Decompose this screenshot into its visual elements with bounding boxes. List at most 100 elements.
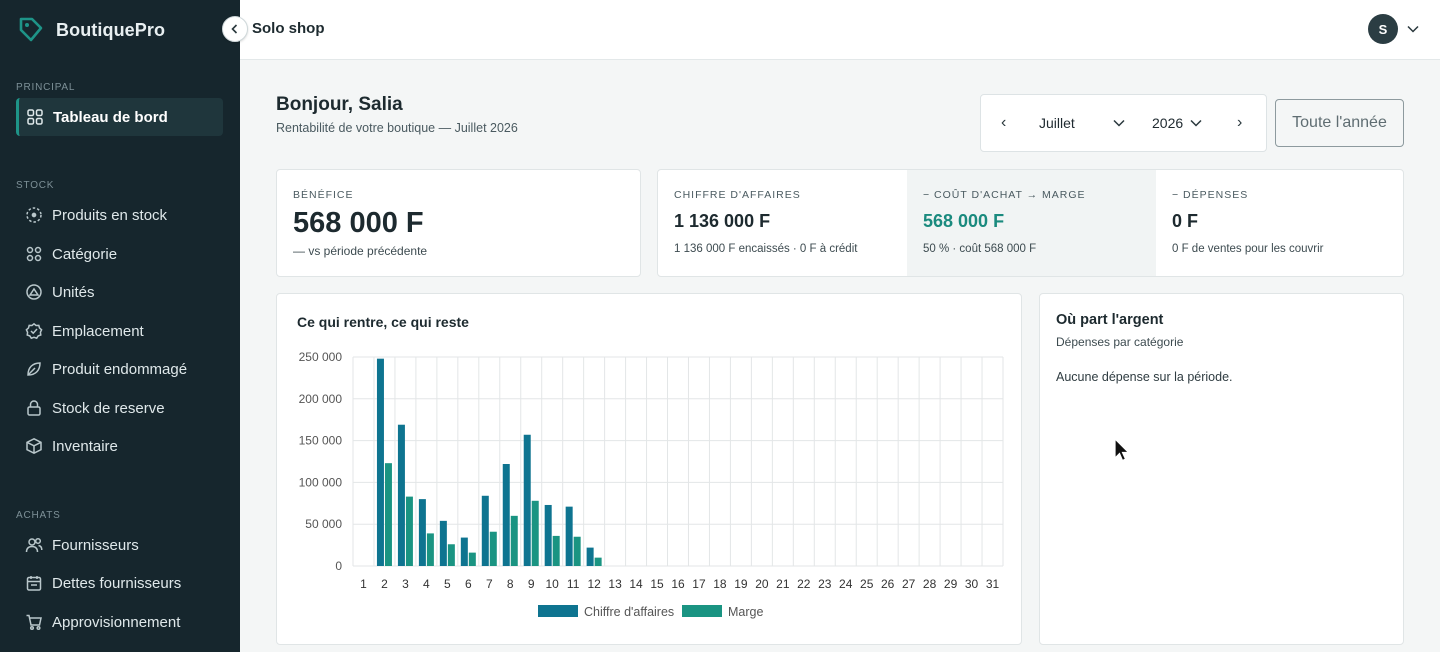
- sidebar-item-emplacement[interactable]: Emplacement: [16, 312, 223, 350]
- expenses-breakdown-title: Où part l'argent: [1056, 312, 1164, 328]
- x-tick-label: 27: [902, 577, 916, 591]
- y-tick-label: 250 000: [299, 350, 343, 364]
- brand-name: BoutiquePro: [56, 19, 166, 40]
- sidebar-item-label: Approvisionnement: [52, 613, 181, 631]
- flow-card: CHIFFRE D'AFFAIRES 1 136 000 F 1 136 000…: [657, 169, 1404, 277]
- x-tick-label: 19: [734, 577, 748, 591]
- x-tick-label: 2: [381, 577, 388, 591]
- sidebar-item-tableau-de-bord[interactable]: Tableau de bord: [16, 98, 223, 136]
- chart-title: Ce qui rentre, ce qui reste: [297, 314, 469, 330]
- section-label-principal: PRINCIPAL: [16, 82, 76, 93]
- y-tick-label: 50 000: [305, 517, 342, 531]
- margin-detail: 50 % · coût 568 000 F: [923, 243, 1037, 255]
- x-tick-label: 31: [986, 577, 1000, 591]
- chart-bar: [376, 358, 384, 566]
- expenses-segment: − DÉPENSES 0 F 0 F de ventes pour les co…: [1156, 170, 1403, 276]
- revenue-label: CHIFFRE D'AFFAIRES: [674, 189, 801, 201]
- chevron-left-icon: [231, 24, 238, 34]
- section-label-stock: STOCK: [16, 180, 55, 191]
- x-tick-label: 30: [965, 577, 979, 591]
- x-tick-label: 7: [486, 577, 493, 591]
- chart-bar: [510, 515, 518, 566]
- full-year-button[interactable]: Toute l'année: [1275, 99, 1404, 147]
- month-select[interactable]: Juillet: [1039, 115, 1075, 131]
- x-tick-label: 3: [402, 577, 409, 591]
- x-tick-label: 29: [944, 577, 958, 591]
- sidebar-item-label: Emplacement: [52, 322, 144, 340]
- benefit-value: 568 000 F: [293, 207, 424, 239]
- sidebar-item-fournisseurs[interactable]: Fournisseurs: [16, 526, 223, 564]
- previous-period-button[interactable]: ‹: [1001, 114, 1007, 131]
- leaf-icon: [25, 360, 43, 378]
- chart-bar: [460, 537, 468, 566]
- sidebar-item-unites[interactable]: Unités: [16, 273, 223, 311]
- avatar[interactable]: S: [1368, 14, 1398, 44]
- page-title: Bonjour, Salia: [276, 94, 403, 115]
- brand[interactable]: BoutiquePro: [18, 16, 165, 44]
- revenue-segment: CHIFFRE D'AFFAIRES 1 136 000 F 1 136 000…: [658, 170, 907, 276]
- sidebar: BoutiquePro PRINCIPAL Tableau de bord ST…: [0, 0, 240, 652]
- box-icon: [25, 437, 43, 455]
- year-select[interactable]: 2026: [1152, 115, 1184, 131]
- x-tick-label: 6: [465, 577, 472, 591]
- sidebar-item-stock-de-reserve[interactable]: Stock de reserve: [16, 389, 223, 427]
- chart-bar: [397, 424, 405, 566]
- sidebar-item-label: Tableau de bord: [53, 108, 168, 126]
- x-tick-label: 24: [839, 577, 853, 591]
- benefit-label: BÉNÉFICE: [293, 189, 354, 201]
- chart-bar: [426, 533, 434, 566]
- chart-bar: [447, 544, 455, 566]
- sidebar-item-label: Produit endommagé: [52, 360, 188, 378]
- expenses-detail: 0 F de ventes pour les couvrir: [1172, 243, 1324, 255]
- legend-swatch: [538, 605, 578, 617]
- x-tick-label: 28: [923, 577, 937, 591]
- sidebar-item-inventaire[interactable]: Inventaire: [16, 427, 223, 465]
- calendar-icon: [25, 574, 43, 592]
- legend-label: Chiffre d'affaires: [584, 605, 674, 619]
- next-period-button[interactable]: ›: [1237, 114, 1243, 131]
- x-tick-label: 20: [755, 577, 769, 591]
- collapse-sidebar-button[interactable]: [222, 16, 248, 42]
- sidebar-item-label: Dettes fournisseurs: [52, 574, 182, 592]
- sidebar-item-produits-en-stock[interactable]: Produits en stock: [16, 196, 223, 234]
- dashed-circle-icon: [25, 206, 43, 224]
- revenue-chart-card: Ce qui rentre, ce qui reste 0 50 000 100 0…: [276, 293, 1022, 645]
- section-label-achats: ACHATS: [16, 510, 61, 521]
- expenses-value: 0 F: [1172, 211, 1199, 231]
- x-tick-label: 5: [444, 577, 451, 591]
- sidebar-item-label: Fournisseurs: [52, 536, 139, 554]
- chart-bar: [531, 500, 539, 566]
- chevron-down-icon[interactable]: [1189, 116, 1203, 130]
- chevron-down-icon[interactable]: [1112, 116, 1126, 130]
- chevron-down-icon[interactable]: [1406, 22, 1420, 36]
- topbar: Solo shop S: [240, 0, 1440, 60]
- x-tick-label: 22: [797, 577, 811, 591]
- grid-icon: [26, 108, 44, 126]
- sidebar-item-categorie[interactable]: Catégorie: [16, 235, 223, 273]
- y-tick-label: 150 000: [299, 434, 343, 448]
- legend-label: Marge: [728, 605, 763, 619]
- x-tick-label: 26: [881, 577, 895, 591]
- users-icon: [25, 536, 43, 554]
- sidebar-item-produit-endommage[interactable]: Produit endommagé: [16, 350, 223, 388]
- x-tick-label: 15: [650, 577, 664, 591]
- revenue-value: 1 136 000 F: [674, 211, 771, 231]
- x-tick-label: 16: [671, 577, 685, 591]
- empty-state-message: Aucune dépense sur la période.: [1056, 370, 1233, 384]
- chart-bar: [523, 434, 531, 566]
- chart-bar: [594, 557, 602, 566]
- chart-bar: [586, 547, 594, 566]
- page-subtitle: Rentabilité de votre boutique — Juillet …: [276, 121, 518, 135]
- shop-name: Solo shop: [252, 20, 325, 37]
- y-tick-label: 100 000: [299, 475, 343, 489]
- sidebar-item-approvisionnement[interactable]: Approvisionnement: [16, 603, 223, 641]
- chart-bar: [489, 531, 497, 566]
- margin-label: − COÛT D'ACHAT → MARGE: [923, 189, 1086, 201]
- x-tick-label: 21: [776, 577, 790, 591]
- period-selector: ‹ Juillet 2026 ›: [980, 94, 1267, 152]
- sidebar-item-dettes-fournisseurs[interactable]: Dettes fournisseurs: [16, 564, 223, 602]
- x-tick-label: 14: [629, 577, 643, 591]
- chart-bar: [468, 552, 476, 566]
- x-tick-label: 8: [507, 577, 514, 591]
